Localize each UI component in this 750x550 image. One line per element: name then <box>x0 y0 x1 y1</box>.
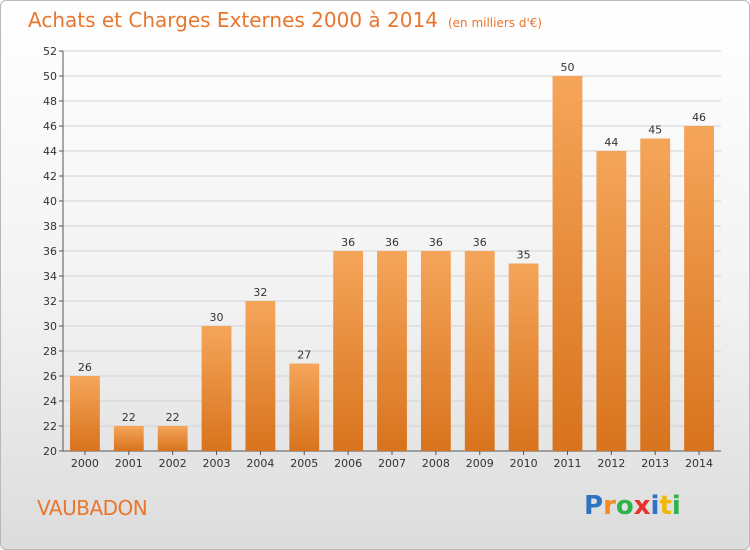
logo-letter: o <box>615 491 634 521</box>
y-tick-label: 34 <box>43 270 57 283</box>
value-label-2012: 44 <box>604 136 618 149</box>
logo-letter: P <box>584 491 604 521</box>
bar-2013 <box>640 138 671 451</box>
bar-2004 <box>245 301 276 451</box>
bar-2001 <box>113 426 144 451</box>
logo-letter: t <box>659 491 672 521</box>
labels: 26 2000 22 2001 22 2002 30 2003 32 2004 27 2005 36 20… <box>71 61 713 470</box>
y-tick-label: 52 <box>43 45 57 58</box>
x-tick-label-2002: 2002 <box>159 457 187 470</box>
x-tick-label-2012: 2012 <box>597 457 625 470</box>
x-tick-label-2008: 2008 <box>422 457 450 470</box>
chart-title-text: Achats et Charges Externes 2000 à 2014 <box>28 8 438 32</box>
bar-2002 <box>157 426 188 451</box>
chart-title: Achats et Charges Externes 2000 à 2014 (e… <box>28 8 542 32</box>
y-tick-label: 20 <box>43 445 57 458</box>
y-tick-label: 22 <box>43 420 57 433</box>
chart-subtitle: (en milliers d'€) <box>447 16 543 30</box>
value-label-2014: 46 <box>692 111 706 124</box>
x-tick-label-2000: 2000 <box>71 457 99 470</box>
bar-2005 <box>289 363 320 451</box>
value-label-2008: 36 <box>429 236 443 249</box>
place-name: VAUBADON <box>37 496 148 520</box>
y-tick-label: 28 <box>43 345 57 358</box>
y-tick-label: 30 <box>43 320 57 333</box>
value-label-2005: 27 <box>297 349 311 362</box>
y-tick-label: 46 <box>43 120 57 133</box>
x-tick-label-2013: 2013 <box>641 457 669 470</box>
bar-2008 <box>420 251 451 451</box>
y-tick-label: 40 <box>43 195 57 208</box>
value-label-2013: 45 <box>648 124 662 137</box>
value-label-2011: 50 <box>560 61 574 74</box>
logo-letter: x <box>633 491 651 521</box>
proxiti-logo[interactable]: Proxiti <box>584 491 681 521</box>
value-label-2003: 30 <box>210 311 224 324</box>
x-tick-label-2006: 2006 <box>334 457 362 470</box>
y-tick-label: 26 <box>43 370 57 383</box>
x-tick-label-2004: 2004 <box>246 457 274 470</box>
x-tick-label-2011: 2011 <box>553 457 581 470</box>
bar-2007 <box>377 251 407 451</box>
value-label-2006: 36 <box>341 236 355 249</box>
logo-letter: i <box>671 491 681 521</box>
value-label-2009: 36 <box>473 236 487 249</box>
y-tick-label: 38 <box>43 220 57 233</box>
bar-2009 <box>464 251 495 451</box>
bar-2003 <box>201 326 232 451</box>
bar-2006 <box>333 251 364 451</box>
value-label-2010: 35 <box>517 249 531 262</box>
y-tick-label: 42 <box>43 170 57 183</box>
bar-2000 <box>70 376 100 451</box>
bar-2010 <box>508 263 539 451</box>
x-tick-label-2010: 2010 <box>510 457 538 470</box>
x-tick-label-2007: 2007 <box>378 457 406 470</box>
x-tick-label-2009: 2009 <box>466 457 494 470</box>
bar-2012 <box>596 151 627 451</box>
x-tick-label-2001: 2001 <box>115 457 143 470</box>
logo-letter: r <box>603 491 616 521</box>
value-label-2004: 32 <box>253 286 267 299</box>
y-tick-label: 50 <box>43 70 57 83</box>
y-tick-label: 32 <box>43 295 57 308</box>
value-label-2007: 36 <box>385 236 399 249</box>
y-tick-label: 48 <box>43 95 57 108</box>
x-tick-label-2014: 2014 <box>685 457 713 470</box>
logo-letter: i <box>650 491 660 521</box>
x-tick-label-2003: 2003 <box>203 457 231 470</box>
value-label-2000: 26 <box>78 361 92 374</box>
y-tick-label: 36 <box>43 245 57 258</box>
y-tick-label: 44 <box>43 145 57 158</box>
x-tick-label-2005: 2005 <box>290 457 318 470</box>
value-label-2001: 22 <box>122 411 136 424</box>
bar-2014 <box>684 126 714 451</box>
y-tick-label: 24 <box>43 395 57 408</box>
bar-2011 <box>552 76 583 451</box>
value-label-2002: 22 <box>166 411 180 424</box>
bars <box>70 76 714 451</box>
